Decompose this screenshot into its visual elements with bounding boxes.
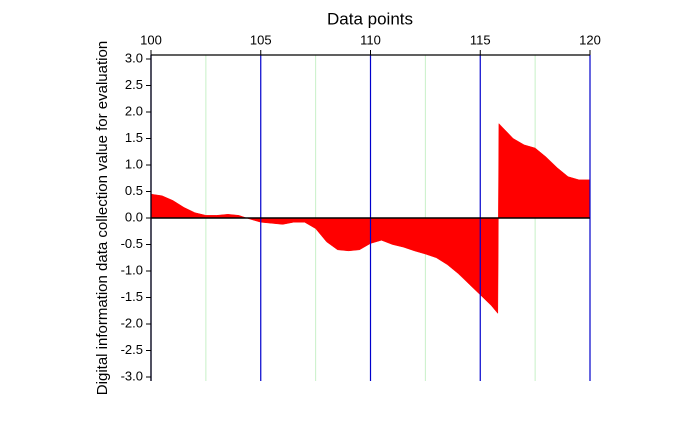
- y-tick-label: -2.0: [121, 315, 143, 330]
- x-tick-label: 105: [250, 32, 272, 47]
- y-tick-label: 1.5: [125, 130, 143, 145]
- x-tick-label: 115: [470, 32, 491, 47]
- y-tick-label: 2.5: [125, 77, 143, 92]
- y-tick-label: -0.5: [121, 236, 143, 251]
- y-tick-label: 0.0: [125, 209, 143, 224]
- x-axis-label: Data points: [327, 9, 413, 28]
- x-tick-label: 120: [579, 32, 601, 47]
- y-tick-label: 1.0: [125, 156, 143, 171]
- y-tick-label: -2.5: [121, 342, 143, 357]
- y-tick-label: 3.0: [125, 50, 143, 65]
- y-tick-label: 0.5: [125, 183, 143, 198]
- x-tick-label: 100: [140, 32, 162, 47]
- y-tick-label: -3.0: [121, 368, 143, 383]
- y-tick-label: -1.5: [121, 289, 143, 304]
- y-tick-label: -1.0: [121, 262, 143, 277]
- y-tick-label: 2.0: [125, 103, 143, 118]
- x-tick-label: 110: [360, 32, 381, 47]
- y-axis-label: Digital information data collection valu…: [94, 41, 111, 395]
